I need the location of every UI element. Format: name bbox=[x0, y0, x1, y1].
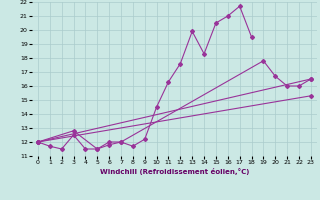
X-axis label: Windchill (Refroidissement éolien,°C): Windchill (Refroidissement éolien,°C) bbox=[100, 168, 249, 175]
